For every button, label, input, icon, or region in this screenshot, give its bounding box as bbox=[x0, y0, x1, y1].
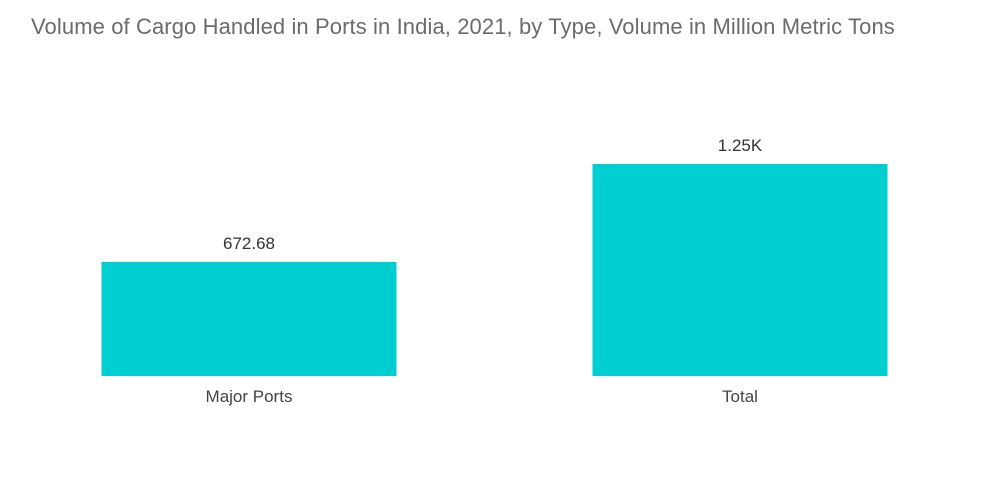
x-tick-label: Total bbox=[722, 387, 758, 406]
data-label: 1.25K bbox=[718, 136, 763, 155]
bar-total bbox=[592, 164, 888, 376]
chart-title: Volume of Cargo Handled in Ports in Indi… bbox=[31, 14, 895, 39]
data-label: 672.68 bbox=[223, 234, 275, 253]
x-tick-label: Major Ports bbox=[206, 387, 293, 406]
bar-major-ports bbox=[101, 261, 397, 376]
